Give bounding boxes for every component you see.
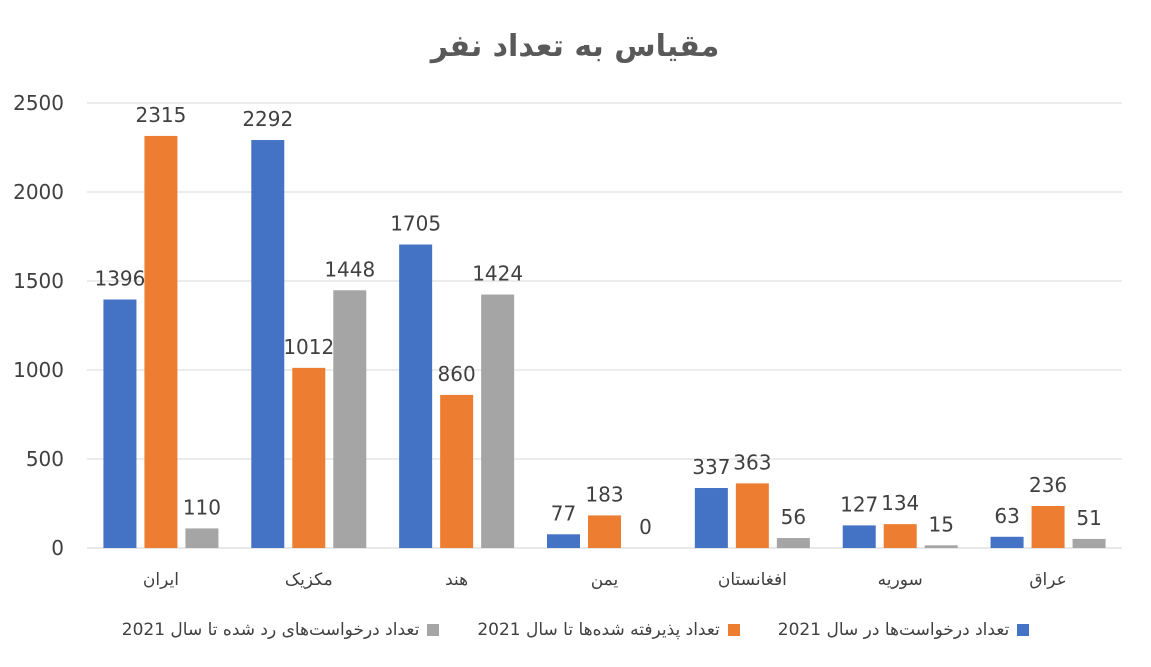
bar bbox=[144, 135, 178, 548]
legend-item: تعداد درخواست‌های رد شده تا سال 2021 bbox=[122, 620, 440, 640]
bar bbox=[694, 488, 728, 548]
legend-swatch bbox=[427, 624, 440, 636]
legend-swatch bbox=[727, 624, 740, 636]
x-category-label: افغانستان bbox=[718, 570, 787, 590]
legend-swatch bbox=[1017, 624, 1030, 636]
x-category-label: سوریه bbox=[878, 570, 923, 590]
bar bbox=[924, 545, 958, 548]
data-label: 183 bbox=[585, 482, 623, 506]
bar bbox=[588, 515, 621, 548]
bar bbox=[735, 483, 769, 548]
data-label: 56 bbox=[781, 505, 806, 529]
data-label: 77 bbox=[551, 501, 576, 525]
data-label: 51 bbox=[1076, 506, 1101, 530]
legend-item: تعداد پذیرفته شده‌ها تا سال 2021 bbox=[477, 620, 740, 640]
bar bbox=[1072, 538, 1106, 548]
x-category-label: یمن bbox=[591, 570, 619, 590]
data-label: 236 bbox=[1029, 473, 1067, 497]
bar bbox=[440, 394, 474, 548]
legend-label: تعداد پذیرفته شده‌ها تا سال 2021 bbox=[477, 620, 720, 640]
x-category-label: عراق bbox=[1029, 570, 1066, 590]
data-label: 127 bbox=[840, 492, 878, 516]
bar bbox=[883, 524, 917, 548]
bar bbox=[547, 534, 580, 548]
bar bbox=[251, 140, 285, 549]
y-tick-label: 1500 bbox=[13, 269, 64, 293]
y-tick-label: 2500 bbox=[13, 91, 64, 115]
bar bbox=[1031, 505, 1065, 548]
y-tick-label: 0 bbox=[51, 536, 64, 560]
data-label: 134 bbox=[881, 491, 919, 515]
y-tick-label: 1000 bbox=[13, 358, 64, 382]
data-label: 1448 bbox=[324, 257, 375, 281]
data-label: 2315 bbox=[135, 103, 186, 127]
bar bbox=[481, 294, 515, 548]
x-category-label: ایران bbox=[143, 570, 179, 590]
data-label: 0 bbox=[639, 515, 652, 539]
bar bbox=[990, 536, 1024, 548]
data-label: 1012 bbox=[283, 335, 334, 359]
bar bbox=[776, 538, 810, 548]
data-label: 1396 bbox=[94, 267, 145, 291]
chart-legend: تعداد درخواست‌ها در سال 2021 تعداد پذیرفت… bbox=[0, 610, 1151, 650]
legend-label: تعداد درخواست‌ها در سال 2021 bbox=[777, 620, 1010, 640]
data-label: 15 bbox=[928, 512, 953, 536]
data-label: 1424 bbox=[472, 262, 523, 286]
data-label: 2292 bbox=[242, 107, 293, 131]
legend-item: تعداد درخواست‌ها در سال 2021 bbox=[777, 620, 1030, 640]
chart-title: مقیاس به تعداد نفر bbox=[429, 29, 720, 64]
data-label: 337 bbox=[692, 455, 730, 479]
bar bbox=[185, 528, 219, 548]
bar bbox=[399, 244, 433, 548]
data-label: 63 bbox=[994, 504, 1019, 528]
bar bbox=[292, 367, 326, 548]
y-tick-label: 500 bbox=[26, 447, 64, 471]
data-label: 860 bbox=[438, 362, 476, 386]
data-label: 1705 bbox=[390, 212, 441, 236]
legend-label: تعداد درخواست‌های رد شده تا سال 2021 bbox=[121, 620, 420, 640]
y-tick-label: 2000 bbox=[13, 180, 64, 204]
bar bbox=[842, 525, 876, 548]
bar bbox=[333, 290, 367, 548]
x-category-label: هند bbox=[445, 570, 468, 590]
bar bbox=[103, 299, 137, 548]
x-category-label: مکزیک bbox=[285, 570, 333, 590]
data-label: 363 bbox=[733, 450, 771, 474]
data-label: 110 bbox=[183, 495, 221, 519]
